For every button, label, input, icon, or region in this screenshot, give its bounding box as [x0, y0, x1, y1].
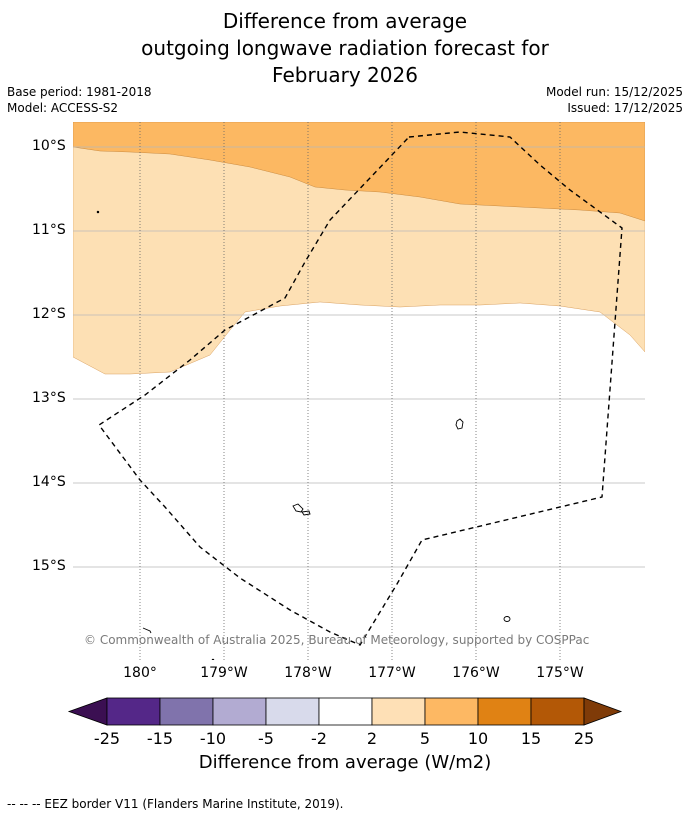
colorbar-tick: -5: [258, 729, 274, 748]
lat-label-15s: 15°S: [32, 558, 66, 574]
colorbar-bin-neg5-neg2: [265, 697, 320, 726]
lat-label-13s: 13°S: [32, 390, 66, 406]
colorbar-tick: -15: [146, 729, 174, 748]
copyright-credit: © Commonwealth of Australia 2025, Bureau…: [84, 633, 590, 647]
lon-label-176w: 176°W: [452, 665, 500, 681]
colorbar-bin-2-5: [371, 697, 426, 726]
lat-label-10s: 10°S: [32, 138, 66, 154]
colorbar-tick: -25: [93, 729, 121, 748]
lon-label-179w: 179°W: [200, 665, 248, 681]
colorbar-tick: 10: [467, 729, 489, 748]
island-southwest: [142, 627, 152, 634]
chart-title: Difference from average outgoing longwav…: [0, 8, 690, 89]
title-line-3: February 2026: [272, 63, 418, 87]
colorbar: [67, 697, 623, 726]
colorbar-bin-neg2-2: [318, 697, 373, 726]
map-panel: [73, 122, 645, 660]
lon-label-175w: 175°W: [536, 665, 584, 681]
base-period: Base period: 1981-2018: [7, 85, 152, 99]
colorbar-tick: 15: [520, 729, 542, 748]
lon-label-180: 180°: [123, 665, 157, 681]
colorbar-tick: -10: [199, 729, 227, 748]
colorbar-extend-low: [67, 697, 108, 726]
colorbar-bin-5-10: [424, 697, 479, 726]
colorbar-bin-15-25: [530, 697, 585, 726]
lon-label-177w: 177°W: [368, 665, 416, 681]
island-south: [211, 658, 215, 660]
island-northwest: [96, 210, 100, 214]
islands: [96, 210, 511, 660]
latitude-gridlines: [73, 146, 645, 568]
colorbar-title: Difference from average (W/m2): [198, 752, 492, 773]
model-name: Model: ACCESS-S2: [7, 101, 119, 115]
lat-label-14s: 14°S: [32, 474, 66, 490]
colorbar-tick: 2: [366, 729, 378, 748]
lat-label-12s: 12°S: [32, 306, 66, 322]
meta-left: Base period: 1981-2018 Model: ACCESS-S2: [7, 84, 152, 116]
lat-label-11s: 11°S: [32, 222, 66, 238]
meta-right: Model run: 15/12/2025 Issued: 17/12/2025: [546, 84, 683, 116]
colorbar-tick: -2: [311, 729, 327, 748]
colorbar-bin-neg15-neg10: [159, 697, 214, 726]
colorbar-bin-neg25-neg15: [106, 697, 161, 726]
title-line-1: Difference from average: [222, 9, 468, 33]
model-run: Model run: 15/12/2025: [545, 85, 683, 99]
colorbar-bin-neg10-neg5: [212, 697, 267, 726]
eez-legend: -- -- -- EEZ border V11 (Flanders Marine…: [7, 797, 344, 811]
island-east: [503, 616, 511, 622]
colorbar-tick: 5: [419, 729, 431, 748]
lon-label-178w: 178°W: [284, 665, 332, 681]
issued-date: Issued: 17/12/2025: [567, 101, 683, 115]
island-futuna: [292, 503, 304, 513]
island-wallis: [455, 418, 464, 430]
colorbar-tick: 25: [573, 729, 595, 748]
island-alofi: [301, 510, 311, 516]
colorbar-bin-10-15: [477, 697, 532, 726]
title-line-2: outgoing longwave radiation forecast for: [141, 36, 549, 60]
colorbar-extend-high: [583, 697, 623, 726]
eez-border: [97, 131, 623, 646]
